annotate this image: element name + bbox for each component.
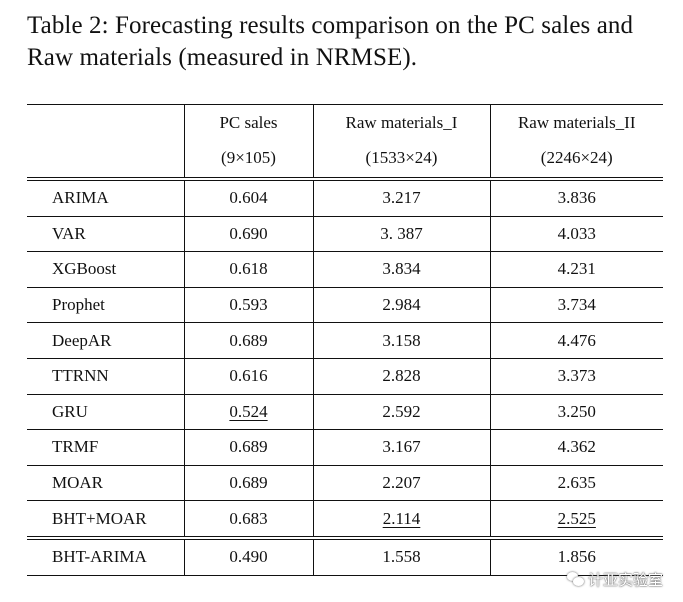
method-name: TRMF (27, 429, 184, 466)
column-name: PC sales (219, 113, 278, 132)
header-pc-sales: PC sales (9×105) (183, 104, 313, 179)
table-row: TTRNN 0.616 2.828 3.373 (27, 358, 663, 395)
pc-sales-value: 0.690 (183, 216, 313, 253)
table-row: Prophet 0.593 2.984 3.734 (27, 287, 663, 324)
pc-sales-value: 0.618 (183, 251, 313, 288)
raw-materials-1-value: 2.592 (312, 394, 490, 431)
table-row: ARIMA 0.604 3.217 3.836 (27, 176, 663, 217)
column-size: (2246×24) (540, 148, 613, 167)
raw-materials-2-value: 1.856 (489, 535, 663, 576)
raw-materials-1-value: 3.834 (312, 251, 490, 288)
header-raw-materials-2: Raw materials_II (2246×24) (489, 104, 663, 179)
raw-materials-2-value: 2.635 (489, 465, 663, 502)
method-name: BHT-ARIMA (27, 535, 184, 576)
raw-materials-2-value: 3.836 (489, 176, 663, 217)
table-row: BHT+MOAR 0.683 2.114 2.525 (27, 500, 663, 539)
method-name: GRU (27, 394, 184, 431)
method-name: TTRNN (27, 358, 184, 395)
second-best-value: 2.114 (382, 508, 421, 528)
table-caption: Table 2: Forecasting results comparison … (27, 12, 634, 71)
header-raw-materials-1: Raw materials_I (1533×24) (312, 104, 490, 179)
pc-sales-value: 0.616 (183, 358, 313, 395)
pc-sales-value: 0.593 (183, 287, 313, 324)
pc-sales-value: 0.683 (183, 500, 313, 539)
header-method-cell (27, 104, 184, 179)
pc-sales-value: 0.604 (183, 176, 313, 217)
raw-materials-1-value: 2.114 (312, 500, 490, 539)
table-row-proposed-method: BHT-ARIMA 0.490 1.558 1.856 (27, 535, 663, 576)
raw-materials-2-value: 3.250 (489, 394, 663, 431)
method-name: BHT+MOAR (27, 500, 184, 539)
raw-materials-2-value: 2.525 (489, 500, 663, 539)
watermark-text: 计亚实验室 (587, 571, 663, 589)
table-row: DeepAR 0.689 3.158 4.476 (27, 322, 663, 359)
table-row: GRU 0.524 2.592 3.250 (27, 394, 663, 431)
table-row: XGBoost 0.618 3.834 4.231 (27, 251, 663, 288)
method-name: VAR (27, 216, 184, 253)
raw-materials-2-value: 4.476 (489, 322, 663, 359)
table-row: MOAR 0.689 2.207 2.635 (27, 465, 663, 502)
raw-materials-2-value: 4.033 (489, 216, 663, 253)
raw-materials-1-value: 2.828 (312, 358, 490, 395)
wechat-icon (566, 572, 584, 587)
raw-materials-1-value: 2.984 (312, 287, 490, 324)
raw-materials-2-value: 4.231 (489, 251, 663, 288)
raw-materials-2-value: 3.373 (489, 358, 663, 395)
pc-sales-value: 0.524 (183, 394, 313, 431)
raw-materials-1-value: 3. 387 (312, 216, 490, 253)
method-name: ARIMA (27, 176, 184, 217)
raw-materials-1-value: 3.158 (312, 322, 490, 359)
method-name: XGBoost (27, 251, 184, 288)
raw-materials-1-value: 1.558 (312, 535, 490, 576)
watermark: 计亚实验室 (566, 569, 663, 590)
table-row: VAR 0.690 3. 387 4.033 (27, 216, 663, 253)
results-table-container: PC sales (9×105) Raw materials_I (1533×2… (27, 104, 663, 576)
second-best-value: 0.524 (229, 401, 268, 421)
second-best-value: 2.525 (557, 508, 596, 528)
pc-sales-value: 0.689 (183, 429, 313, 466)
pc-sales-value: 0.490 (183, 535, 313, 576)
method-name: Prophet (27, 287, 184, 324)
raw-materials-1-value: 2.207 (312, 465, 490, 502)
column-name: Raw materials_I (345, 113, 458, 132)
results-table: PC sales (9×105) Raw materials_I (1533×2… (27, 104, 663, 576)
column-name: Raw materials_II (517, 113, 636, 132)
method-name: DeepAR (27, 322, 184, 359)
pc-sales-value: 0.689 (183, 465, 313, 502)
table-row: TRMF 0.689 3.167 4.362 (27, 429, 663, 466)
pc-sales-value: 0.689 (183, 322, 313, 359)
column-size: (1533×24) (365, 148, 438, 167)
raw-materials-2-value: 3.734 (489, 287, 663, 324)
raw-materials-1-value: 3.167 (312, 429, 490, 466)
raw-materials-1-value: 3.217 (312, 176, 490, 217)
method-name: MOAR (27, 465, 184, 502)
raw-materials-2-value: 4.362 (489, 429, 663, 466)
column-size: (9×105) (221, 148, 276, 167)
